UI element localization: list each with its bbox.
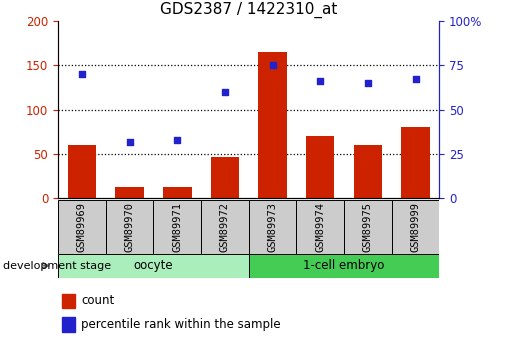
Text: oocyte: oocyte <box>134 259 173 272</box>
Text: GSM89973: GSM89973 <box>268 202 278 252</box>
Point <box>364 80 372 86</box>
Bar <box>354 145 382 198</box>
Point <box>78 71 86 77</box>
Text: GSM89971: GSM89971 <box>172 202 182 252</box>
Bar <box>249 200 296 254</box>
Point <box>173 137 181 142</box>
Bar <box>401 127 430 198</box>
Text: GSM89969: GSM89969 <box>77 202 87 252</box>
Text: GSM89972: GSM89972 <box>220 202 230 252</box>
Title: GDS2387 / 1422310_at: GDS2387 / 1422310_at <box>160 2 337 18</box>
Bar <box>258 52 287 198</box>
Bar <box>392 200 439 254</box>
Bar <box>115 187 144 198</box>
Point <box>412 77 420 82</box>
Bar <box>211 157 239 198</box>
Point <box>316 78 324 84</box>
Bar <box>306 136 334 198</box>
Text: percentile rank within the sample: percentile rank within the sample <box>81 318 281 331</box>
Text: GSM89975: GSM89975 <box>363 202 373 252</box>
Bar <box>106 200 154 254</box>
Text: count: count <box>81 294 114 307</box>
Bar <box>163 187 191 198</box>
Bar <box>154 200 201 254</box>
Point <box>221 89 229 95</box>
Bar <box>344 200 392 254</box>
Point <box>269 62 277 68</box>
Bar <box>296 200 344 254</box>
Bar <box>62 294 75 308</box>
Text: GSM89974: GSM89974 <box>315 202 325 252</box>
Bar <box>68 145 96 198</box>
Text: development stage: development stage <box>3 261 111 270</box>
Bar <box>58 254 249 278</box>
Bar <box>201 200 249 254</box>
Bar <box>58 200 106 254</box>
Point <box>126 139 134 144</box>
Bar <box>249 254 439 278</box>
Text: GSM89970: GSM89970 <box>125 202 134 252</box>
Text: 1-cell embryo: 1-cell embryo <box>304 259 385 272</box>
Text: GSM89999: GSM89999 <box>411 202 421 252</box>
Bar <box>62 317 75 332</box>
